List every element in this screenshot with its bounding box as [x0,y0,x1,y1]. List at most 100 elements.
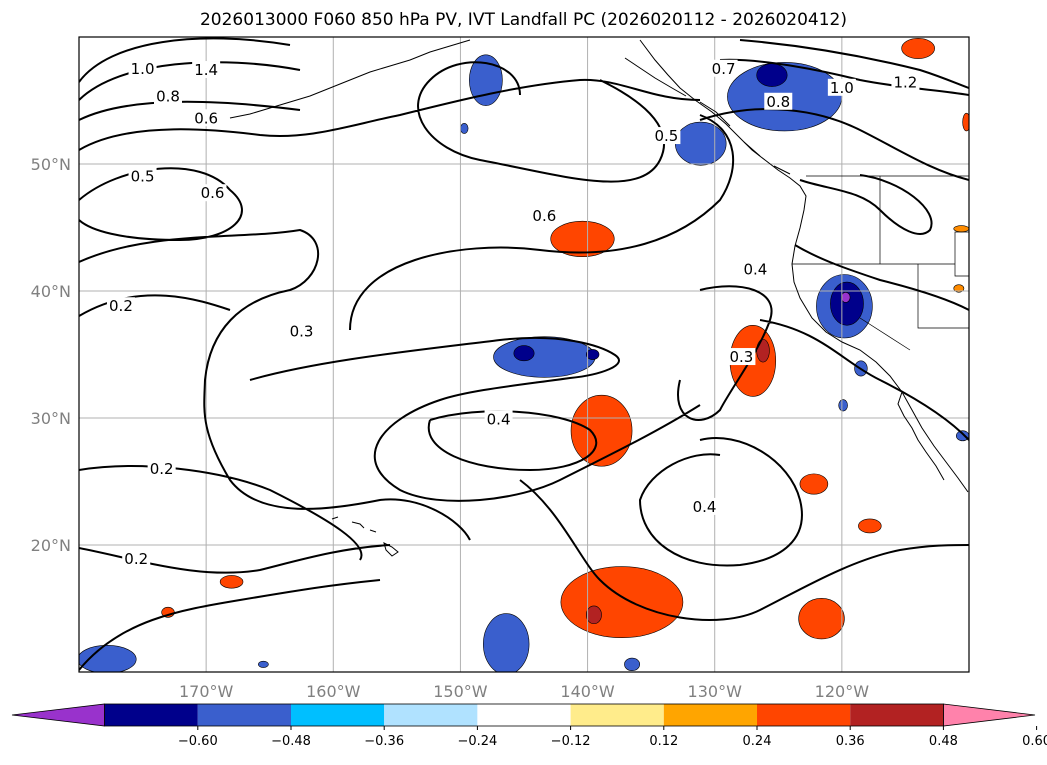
contour-label-bg [530,207,559,225]
colorbar-segment [570,704,664,726]
hawaii-islands [331,516,399,557]
contour-label: 0.6 [201,184,225,202]
colorbar-tick-label: 0.60 [1022,734,1047,749]
colorbar: −0.60 −0.48 −0.36 −0.24 −0.12 0.12 0.24 0.36 0.4… [11,703,1047,749]
latitude-tick-label: 40°N [31,282,71,301]
pv-shaded-region [840,291,851,303]
contour-label-bg [287,322,316,340]
colorbar-segment [850,704,944,726]
alaska-coastline [229,39,471,119]
colorbar-tick-label: −0.24 [457,734,497,749]
pv-shaded-region [586,349,600,360]
contour-label-bg [709,59,738,77]
pv-shaded-region [513,345,535,362]
longitude-tick-label: 140°W [560,682,615,701]
pv-shaded-region [858,518,882,534]
pv-shaded-region [955,430,969,442]
colorbar-tick-label: 0.36 [836,734,865,749]
contour-label: 0.4 [743,260,767,278]
pv-shaded-region [798,598,845,640]
contour-label-bg [128,59,157,77]
pv-shaded-region [257,660,269,668]
colorbar-tick-label: −0.36 [364,734,404,749]
contour-label: 0.6 [532,207,556,225]
pv-shaded-region [953,284,965,293]
coastline-layer [79,37,969,671]
pv-shaded-region [585,605,602,625]
colorbar-segment [291,704,385,726]
baja-coastline [897,391,945,481]
map-frame [78,36,970,673]
contour-label-bg [727,348,756,366]
contour-label-bg [192,109,221,127]
latitude-axis: 20°N 30°N 40°N 50°N [31,155,71,555]
colorbar-tick-label: −0.48 [271,734,311,749]
contour-label: 0.2 [109,297,133,315]
colorbar-tick-label: 0.24 [743,734,772,749]
longitude-tick-label: 160°W [306,682,361,701]
map-title: 2026013000 F060 850 hPa PV, IVT Landfall… [199,10,847,30]
contour-labels: 1.0 1.40.80.60.50.60.20.30.60.50.70.81.0 1… [106,59,920,568]
colorbar-segment [757,704,851,726]
pv-shaded-region [799,473,829,495]
colorbar-tick-label: 0.12 [649,734,678,749]
latitude-tick-label: 20°N [31,536,71,555]
pv-shaded-region [483,613,530,672]
contour-label: 0.6 [194,109,218,127]
colorbar-min-extension [11,703,105,727]
contour-label: 0.4 [693,498,717,516]
contour-label-bg [106,297,135,315]
pv-shaded-region [756,63,788,87]
contour-label-bg [652,127,681,145]
pv-shaded-region [624,657,640,672]
colorbar-tick-label: −0.12 [551,734,591,749]
contour-label: 0.2 [124,550,148,568]
colorbar-segment [197,704,291,726]
longitude-tick-label: 130°W [688,682,743,701]
contour-label-bg [147,459,176,477]
contour-label-bg [827,78,856,96]
pv-shaded-region [560,566,684,639]
contour-label: 0.3 [729,348,753,366]
contour-label-bg [484,410,513,428]
contour-label: 1.0 [830,79,854,97]
colorbar-tick-label: 0.48 [929,734,958,749]
pv-shaded-region [550,220,615,258]
pv-shaded-region [79,645,137,672]
contour-label-bg [198,184,227,202]
contour-label: 0.7 [712,60,736,78]
longitude-tick-label: 150°W [433,682,488,701]
contour-label: 1.4 [194,61,218,79]
graticule [79,37,969,672]
contour-label: 0.5 [654,127,678,145]
pv-shaded-region [570,394,633,467]
contour-label: 0.4 [487,410,511,428]
pv-shaded-region [901,37,935,59]
contour-label-bg [690,497,719,515]
contour-label-bg [128,167,157,185]
colorbar-segment [477,704,571,726]
latitude-tick-label: 30°N [31,409,71,428]
pv-shaded-region [838,399,848,412]
contour-label: 0.2 [150,460,174,478]
contour-label-bg [154,87,182,105]
contour-label: 0.5 [131,168,155,186]
longitude-tick-label: 120°W [815,682,870,701]
contour-label: 0.3 [290,323,314,341]
pv-shaded-region [460,123,469,134]
island-chain [624,57,791,175]
contour-label: 1.2 [893,74,917,92]
contour-label: 0.8 [156,88,180,106]
contour-label-bg [764,92,793,110]
pv-shaded-region [219,575,244,589]
contour-label-bg [741,260,770,278]
contour-label: 0.8 [766,93,790,111]
colorbar-tick-label: −0.60 [178,734,218,749]
longitude-axis: 170°W 160°W 150°W 140°W 130°W 120°W [179,682,869,701]
pv-shaded-region [674,121,727,166]
pv-shaded-region [962,112,969,132]
contour-label-bg [192,61,221,79]
contour-label-bg [891,73,920,91]
longitude-tick-label: 170°W [179,682,234,701]
